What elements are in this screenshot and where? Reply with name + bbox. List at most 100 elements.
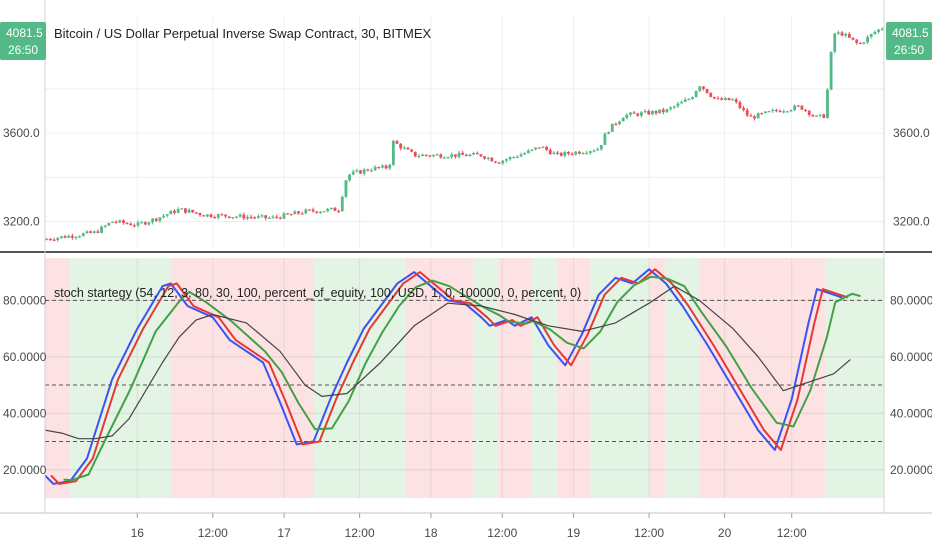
candle[interactable]	[242, 214, 246, 219]
candle[interactable]	[359, 170, 362, 174]
candle[interactable]	[716, 98, 720, 100]
price-pane[interactable]	[45, 16, 884, 248]
candle[interactable]	[665, 109, 669, 113]
candle[interactable]	[676, 103, 680, 107]
candle[interactable]	[443, 157, 446, 159]
candle[interactable]	[337, 210, 341, 213]
candle[interactable]	[308, 209, 311, 211]
candle[interactable]	[545, 146, 548, 150]
candle[interactable]	[494, 161, 497, 163]
candle[interactable]	[764, 111, 767, 114]
candle[interactable]	[610, 123, 614, 132]
candle[interactable]	[413, 151, 417, 157]
candle[interactable]	[329, 207, 333, 210]
candle[interactable]	[224, 214, 227, 217]
candle[interactable]	[782, 111, 786, 113]
candle[interactable]	[738, 102, 742, 108]
candle[interactable]	[246, 216, 249, 219]
candle[interactable]	[588, 151, 592, 153]
candle[interactable]	[300, 213, 304, 215]
candle[interactable]	[56, 237, 60, 241]
candle[interactable]	[508, 157, 512, 160]
candle[interactable]	[107, 222, 111, 226]
candle[interactable]	[340, 196, 344, 212]
candle[interactable]	[209, 214, 213, 218]
candle[interactable]	[592, 150, 596, 152]
candle[interactable]	[275, 216, 279, 218]
candle[interactable]	[319, 211, 322, 213]
candle[interactable]	[804, 109, 807, 111]
candle[interactable]	[486, 157, 490, 159]
candle[interactable]	[231, 217, 235, 219]
candle[interactable]	[625, 114, 629, 119]
candle[interactable]	[515, 156, 519, 158]
candle[interactable]	[256, 216, 260, 218]
indicator-pane[interactable]	[44, 258, 884, 498]
candle[interactable]	[85, 231, 89, 234]
candle[interactable]	[599, 144, 603, 150]
candle[interactable]	[249, 216, 253, 219]
candle[interactable]	[683, 99, 687, 102]
candle[interactable]	[844, 33, 848, 36]
candle[interactable]	[596, 149, 600, 151]
candle[interactable]	[771, 109, 775, 112]
candle[interactable]	[333, 207, 337, 211]
candle[interactable]	[731, 99, 735, 101]
candle[interactable]	[216, 214, 220, 218]
candle[interactable]	[165, 214, 169, 216]
candle[interactable]	[111, 221, 114, 223]
candle[interactable]	[720, 98, 724, 100]
candle[interactable]	[643, 110, 647, 113]
candle[interactable]	[687, 99, 691, 101]
candle[interactable]	[858, 42, 862, 45]
candle[interactable]	[114, 221, 118, 223]
candle[interactable]	[78, 236, 82, 238]
candle[interactable]	[694, 90, 698, 98]
candle[interactable]	[818, 114, 822, 116]
candle[interactable]	[304, 209, 308, 214]
candle[interactable]	[282, 213, 286, 219]
candle[interactable]	[698, 86, 702, 91]
candle[interactable]	[723, 97, 727, 100]
candle[interactable]	[483, 156, 486, 159]
candle[interactable]	[654, 110, 658, 114]
candle[interactable]	[552, 152, 556, 155]
candle[interactable]	[505, 159, 508, 161]
candle[interactable]	[60, 236, 63, 238]
candle[interactable]	[512, 156, 516, 159]
candle[interactable]	[800, 105, 804, 110]
candle[interactable]	[530, 149, 534, 151]
candle[interactable]	[749, 115, 753, 117]
candle[interactable]	[461, 152, 465, 155]
candle[interactable]	[96, 231, 100, 233]
candle[interactable]	[187, 209, 191, 213]
stoch-series-line[interactable]	[50, 268, 849, 485]
candle[interactable]	[541, 146, 545, 149]
candle[interactable]	[753, 116, 756, 119]
candle[interactable]	[629, 112, 632, 115]
candle[interactable]	[826, 89, 829, 118]
candle[interactable]	[417, 155, 421, 158]
candle[interactable]	[89, 231, 92, 233]
candle[interactable]	[235, 216, 238, 218]
candle[interactable]	[446, 157, 450, 159]
candle[interactable]	[742, 107, 745, 110]
candle[interactable]	[640, 112, 643, 116]
candle[interactable]	[614, 123, 618, 125]
candle[interactable]	[271, 216, 275, 218]
candle[interactable]	[439, 154, 443, 158]
candle[interactable]	[855, 39, 859, 43]
candle[interactable]	[632, 112, 636, 114]
candle[interactable]	[472, 153, 476, 155]
candle[interactable]	[607, 131, 610, 134]
candle[interactable]	[92, 231, 96, 233]
candle[interactable]	[873, 32, 877, 34]
candle[interactable]	[428, 155, 432, 157]
candle[interactable]	[74, 236, 78, 239]
candle[interactable]	[326, 208, 330, 212]
candle[interactable]	[432, 154, 435, 157]
candle[interactable]	[366, 169, 370, 171]
candle[interactable]	[866, 36, 869, 43]
candle[interactable]	[548, 149, 552, 155]
candle[interactable]	[399, 143, 403, 149]
